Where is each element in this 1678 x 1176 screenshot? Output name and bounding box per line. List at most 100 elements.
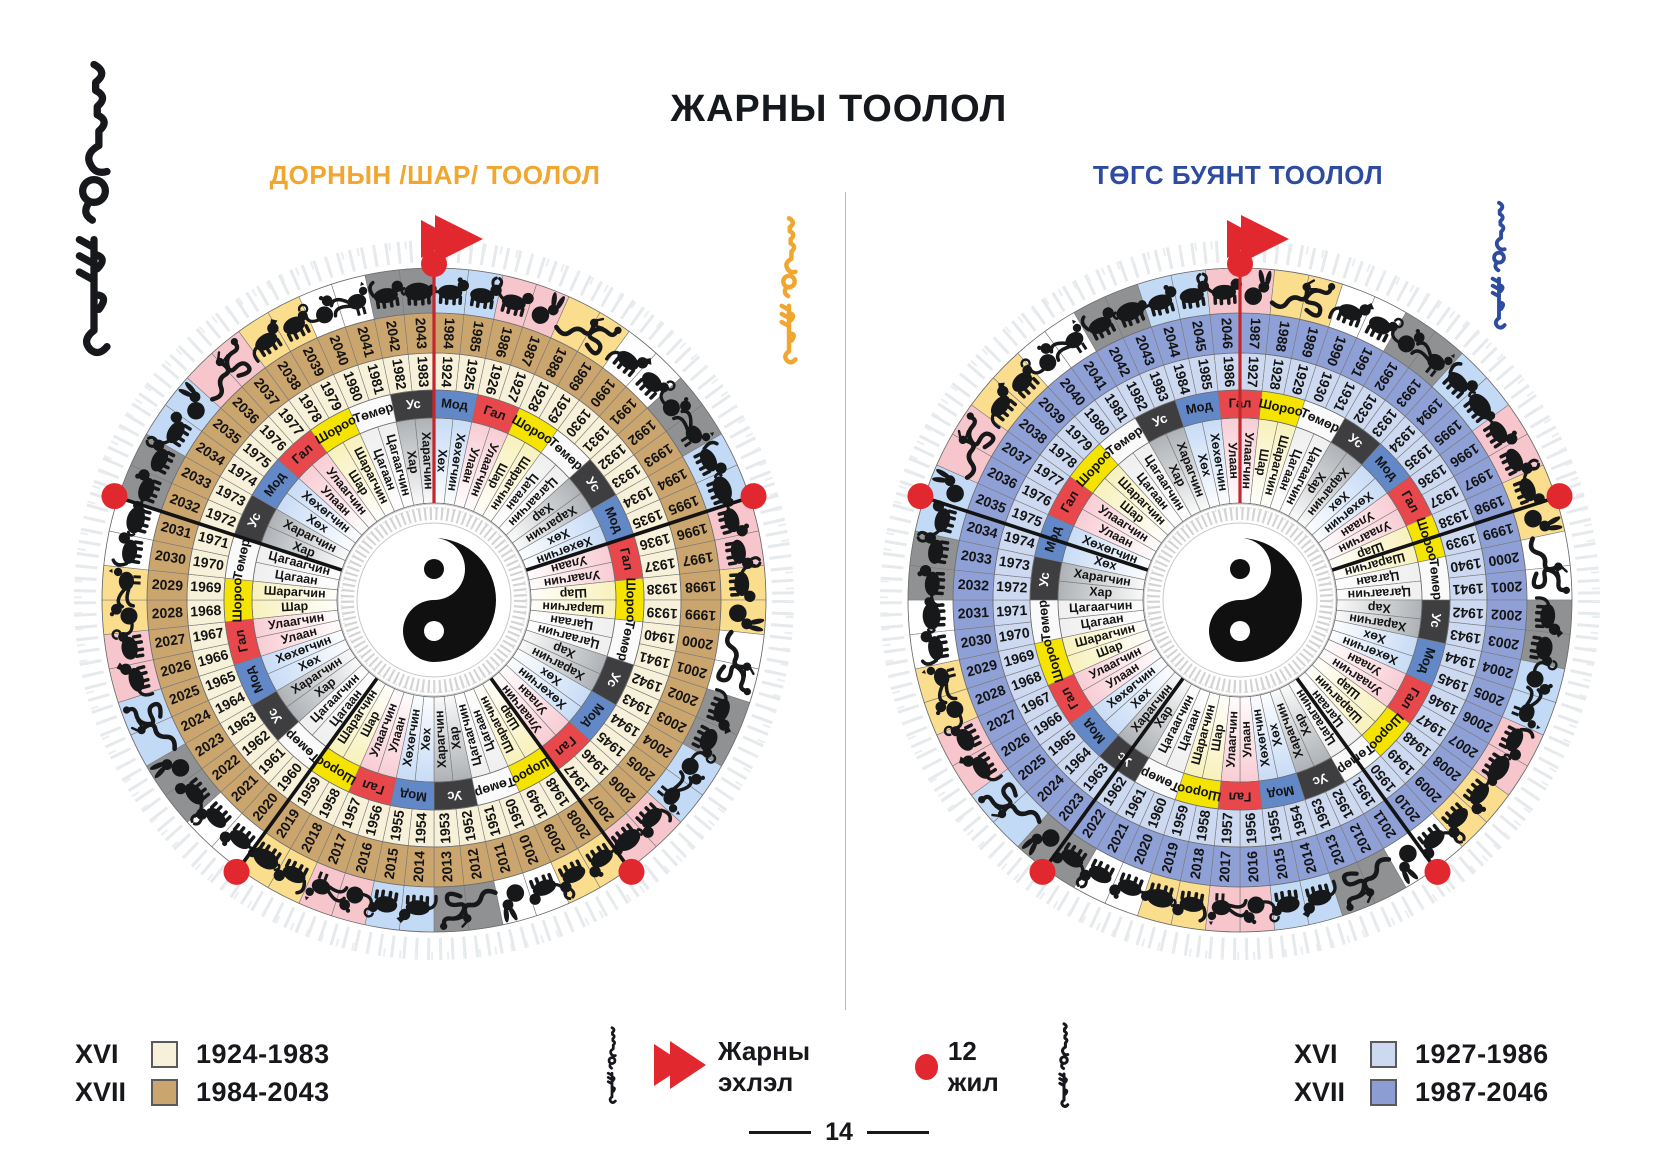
twelve-year-dot	[1029, 858, 1056, 885]
svg-text:1969: 1969	[190, 578, 222, 596]
svg-text:1936: 1936	[638, 530, 672, 554]
svg-text:1939: 1939	[1444, 530, 1478, 554]
svg-text:2016: 2016	[352, 840, 376, 874]
pig-icon	[1141, 882, 1177, 908]
svg-text:Ус: Ус	[447, 788, 463, 804]
rabbit-icon	[1399, 844, 1419, 885]
tiger-icon	[497, 283, 534, 317]
mongolian-script-beside-right-wheel	[1477, 200, 1521, 335]
cycle-start-flag-icon	[652, 1040, 708, 1095]
sheep-icon	[691, 724, 718, 764]
svg-text:1952: 1952	[458, 809, 479, 842]
svg-text:2044: 2044	[1160, 325, 1184, 359]
tiger-icon	[175, 777, 211, 818]
monkey-icon	[1391, 324, 1425, 353]
svg-text:2031: 2031	[957, 604, 989, 622]
svg-text:Шар: Шар	[559, 586, 587, 601]
sheep-icon	[363, 889, 399, 918]
rat-icon	[427, 277, 469, 306]
svg-text:Ус: Ус	[405, 396, 421, 412]
svg-text:2043: 2043	[413, 317, 431, 349]
svg-text:2015: 2015	[381, 847, 402, 880]
twelve-year-dot	[907, 483, 934, 510]
monkey-icon	[1526, 661, 1553, 695]
svg-text:Ус: Ус	[1428, 613, 1444, 629]
twelve-year-dot	[223, 858, 250, 885]
svg-text:Мод: Мод	[1266, 783, 1296, 803]
svg-text:Ус: Ус	[583, 474, 604, 495]
legend-row: XVI 1924-1983	[75, 1037, 330, 1072]
svg-text:1959: 1959	[1168, 803, 1192, 837]
svg-text:2014: 2014	[410, 850, 428, 882]
svg-text:2001: 2001	[674, 659, 708, 683]
svg-text:2030: 2030	[154, 547, 187, 568]
horse-icon	[252, 319, 283, 363]
svg-text:1984: 1984	[440, 317, 458, 349]
svg-text:1929: 1929	[1289, 363, 1313, 397]
horse-icon	[1328, 303, 1375, 328]
svg-text:1969: 1969	[1002, 646, 1036, 670]
horse-icon	[396, 894, 438, 924]
rabbit-icon	[178, 381, 205, 420]
rat-icon	[1109, 872, 1154, 899]
page-number: 14	[825, 1118, 853, 1146]
svg-text:2003: 2003	[1487, 633, 1520, 654]
svg-text:2018: 2018	[1187, 847, 1208, 880]
rooster-icon	[921, 666, 958, 705]
sheep-icon	[111, 629, 145, 660]
flag-legend-label: Жарны эхлэл	[718, 1036, 811, 1097]
svg-text:Гал: Гал	[360, 777, 386, 798]
svg-text:1956: 1956	[362, 803, 386, 837]
rabbit-icon	[1244, 269, 1272, 305]
svg-text:Шар: Шар	[281, 599, 309, 614]
svg-text:1942: 1942	[1452, 604, 1484, 622]
svg-text:Гал: Гал	[617, 546, 636, 571]
svg-text:Хөх: Хөх	[1195, 452, 1214, 478]
svg-text:1954: 1954	[1286, 804, 1310, 838]
cycle-start-flag	[421, 215, 483, 263]
tiger-icon	[153, 411, 192, 448]
twelve-year-dot	[101, 483, 128, 510]
svg-text:1941: 1941	[637, 649, 671, 673]
svg-text:2016: 2016	[1244, 851, 1262, 883]
snake-icon	[440, 891, 467, 930]
svg-text:1974: 1974	[1003, 528, 1037, 552]
svg-text:Цагаан: Цагаан	[1080, 611, 1125, 632]
svg-text:1954: 1954	[412, 812, 430, 844]
svg-text:Харагчин: Харагчин	[419, 432, 436, 490]
svg-text:1986: 1986	[493, 325, 517, 359]
rat-icon	[714, 500, 750, 537]
svg-text:Мод: Мод	[1184, 397, 1214, 417]
svg-text:Улаан: Улаан	[1225, 442, 1241, 479]
svg-text:Мод: Мод	[440, 395, 469, 413]
svg-text:2028: 2028	[151, 604, 183, 622]
tiger-icon	[529, 872, 568, 905]
monkey-icon	[303, 295, 334, 324]
svg-text:Гал: Гал	[232, 628, 251, 653]
svg-text:Төмөр: Төмөр	[1426, 558, 1445, 601]
svg-text:Ус: Ус	[264, 706, 285, 727]
svg-text:1953: 1953	[436, 812, 454, 844]
rat-icon	[917, 565, 946, 607]
snake-icon	[966, 412, 996, 450]
horse-icon	[605, 350, 652, 378]
snake-icon	[1341, 871, 1367, 912]
svg-text:1985: 1985	[467, 320, 488, 353]
svg-text:1983: 1983	[415, 356, 433, 388]
svg-text:1940: 1940	[1449, 555, 1482, 576]
svg-text:1981: 1981	[364, 362, 388, 396]
yin-yang-symbol	[1178, 538, 1302, 662]
wheel-markers	[101, 215, 767, 885]
rat-icon	[219, 822, 265, 851]
twelve-year-dot	[1546, 483, 1573, 510]
legend-left: XVI 1924-1983 XVII 1984-2043	[75, 1037, 330, 1113]
mongolian-script-svg	[779, 216, 798, 365]
svg-text:2034: 2034	[965, 518, 999, 542]
rabbit-icon	[149, 759, 190, 779]
subtitle-left-wheel: ДОРНЫН /ШАР/ ТООЛОЛ	[269, 160, 601, 190]
twelve-year-dot	[1424, 858, 1451, 885]
twelve-year-dot	[740, 483, 767, 510]
dog-icon	[635, 802, 673, 838]
svg-text:Хөх: Хөх	[418, 727, 433, 751]
